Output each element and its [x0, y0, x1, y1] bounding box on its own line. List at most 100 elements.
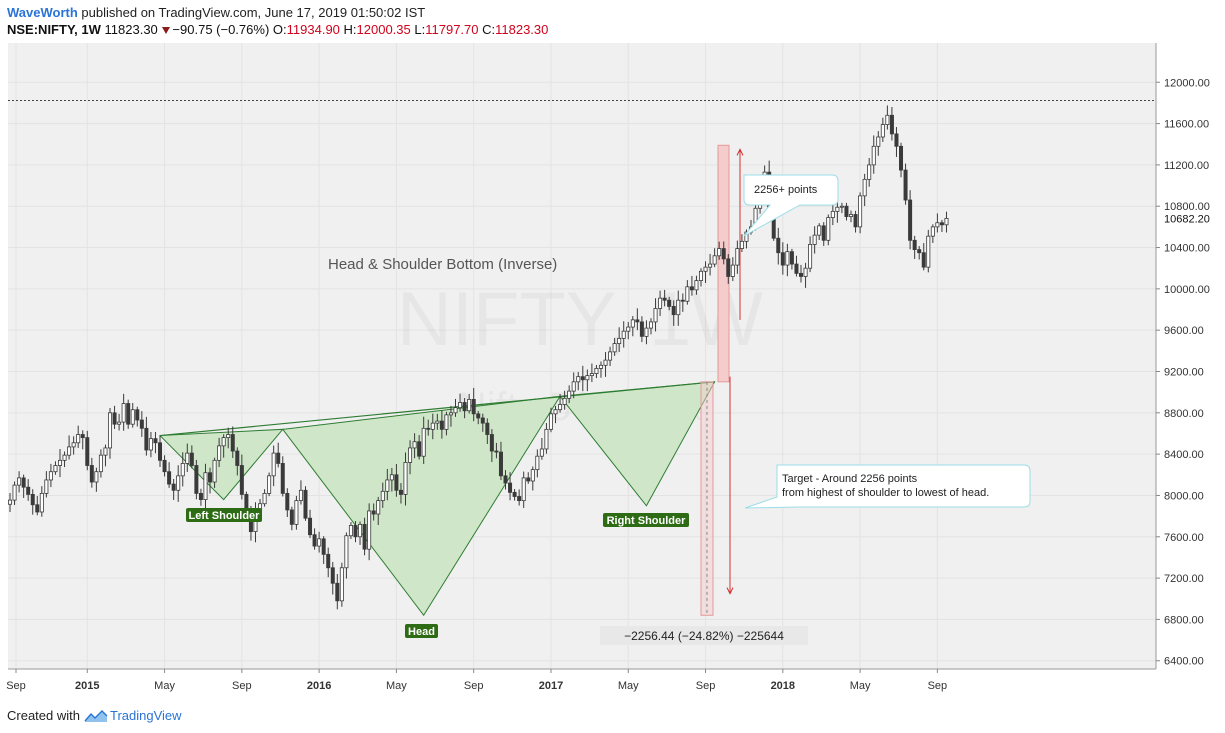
candle-body	[799, 272, 804, 277]
close-value: 11823.30	[495, 22, 549, 37]
candle	[871, 135, 876, 174]
candle-body	[94, 471, 99, 483]
candle-body	[480, 417, 485, 424]
candle	[526, 472, 531, 484]
candle	[926, 229, 931, 273]
candle-body	[139, 419, 144, 429]
symbol-label: NSE:NIFTY, 1W	[7, 22, 101, 37]
candle-body	[871, 145, 876, 166]
candle-body	[126, 403, 131, 425]
footer: Created with TradingView	[7, 708, 182, 723]
author-name[interactable]: WaveWorth	[7, 5, 78, 20]
candle-body	[494, 450, 499, 453]
candle	[826, 214, 831, 246]
candle-body	[12, 484, 17, 501]
x-axis: Sep 2015 May Sep 2016 May Sep 2017 May Sep 2018 May…	[6, 669, 947, 692]
candle	[498, 441, 503, 481]
candle	[412, 433, 417, 459]
candle-body	[389, 474, 394, 481]
candle-body	[330, 567, 335, 584]
candle-body	[498, 451, 503, 477]
candle-body	[44, 479, 49, 494]
candle-body	[171, 483, 176, 491]
y-tick-label: 6400.00	[1164, 656, 1204, 668]
x-tick-label: May	[618, 680, 639, 692]
candle	[944, 211, 949, 233]
candle	[394, 463, 399, 497]
candle	[112, 405, 117, 429]
callout-target[interactable]: Target - Around 2256 points from highest…	[744, 464, 1031, 509]
y-tick-label: 6800.00	[1164, 614, 1204, 626]
candle-body	[203, 472, 208, 500]
candle-body	[803, 267, 808, 277]
candle	[94, 467, 99, 492]
candle-body	[576, 376, 581, 383]
candle-body	[180, 463, 185, 477]
candle-body	[712, 255, 717, 265]
candle-body	[108, 412, 113, 449]
candle-body	[148, 438, 153, 451]
callout-points[interactable]: 2256+ points	[743, 174, 839, 237]
candle-body	[153, 438, 158, 444]
candle	[858, 192, 863, 234]
candle	[271, 445, 276, 487]
x-tick-label: 2017	[539, 680, 563, 692]
candle	[262, 489, 267, 507]
candle	[617, 327, 622, 352]
callout-points-text: 2256+ points	[754, 184, 818, 196]
candle-body	[308, 517, 313, 536]
candle	[458, 393, 463, 412]
candle	[285, 488, 290, 518]
candle	[58, 449, 63, 478]
candle-body	[226, 434, 231, 439]
candle-body	[221, 437, 226, 447]
candle	[367, 503, 372, 561]
y-tick-label: 8800.00	[1164, 408, 1204, 420]
open-value: 11934.90	[286, 22, 340, 37]
down-arrow	[726, 376, 734, 595]
plot-area[interactable]	[8, 43, 1156, 669]
x-tick-label: May	[386, 680, 407, 692]
candle-body	[553, 409, 558, 415]
candle	[44, 471, 49, 498]
candle-body	[30, 494, 35, 506]
candle	[662, 289, 667, 307]
candle-body	[189, 452, 194, 466]
candle	[17, 471, 22, 493]
candle	[121, 393, 126, 431]
candle	[317, 531, 322, 553]
candle	[321, 536, 326, 564]
candle	[62, 451, 67, 468]
candle	[348, 522, 353, 539]
right-shoulder-text: Right Shoulder	[607, 515, 687, 527]
candle	[612, 338, 617, 356]
candle-body	[935, 222, 940, 228]
candle-body	[26, 486, 31, 495]
candle-body	[535, 455, 540, 471]
candle-body	[435, 420, 440, 424]
candle-body	[348, 525, 353, 537]
candle-body	[526, 477, 531, 482]
tradingview-brand[interactable]: TradingView	[109, 708, 182, 723]
candle	[821, 222, 826, 246]
candle	[467, 393, 472, 414]
candle	[853, 210, 858, 233]
candle	[558, 394, 563, 413]
candle-body	[326, 553, 331, 569]
candle	[639, 316, 644, 343]
candle-body	[271, 452, 276, 477]
arrow-head	[736, 148, 744, 156]
candle-body	[367, 510, 372, 550]
candle	[408, 440, 413, 475]
candle	[144, 416, 149, 456]
candle-body	[448, 412, 453, 416]
candle	[839, 202, 844, 214]
arrow-head	[726, 587, 734, 595]
candle-body	[921, 252, 926, 268]
x-tick-label: Sep	[232, 680, 252, 692]
candle-body	[17, 477, 22, 486]
candle	[917, 246, 922, 260]
watermark-main: NIFTY, 1W	[397, 277, 763, 362]
candle	[39, 486, 44, 517]
